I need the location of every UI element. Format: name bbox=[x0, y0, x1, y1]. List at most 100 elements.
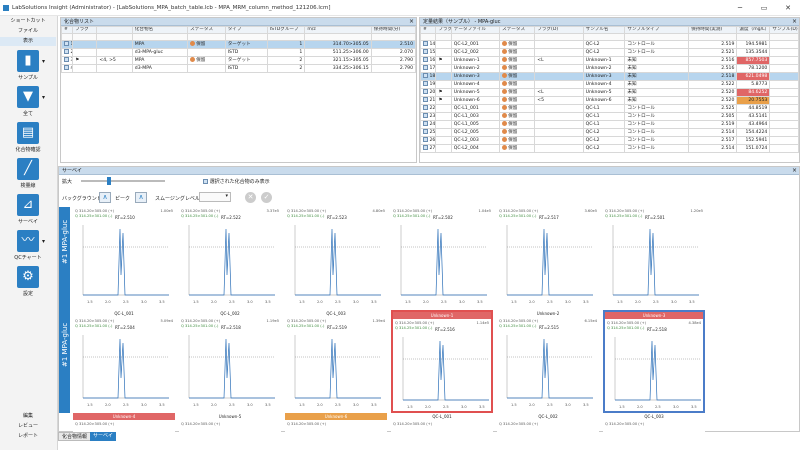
menu-shortcut[interactable]: ショートカット bbox=[10, 18, 46, 24]
filter-cell[interactable] bbox=[450, 33, 501, 41]
show-selected-checkbox[interactable]: 選択された化合物のみ表示 bbox=[203, 178, 270, 185]
filter-cell[interactable] bbox=[304, 33, 372, 41]
filter-cell[interactable] bbox=[61, 33, 74, 41]
tool-survey[interactable]: ⊿ サーベイ bbox=[8, 194, 48, 234]
chromatogram-cell[interactable]: Unknown-6 Q 314.20>305.00 (+) bbox=[285, 413, 387, 433]
checkbox-icon[interactable] bbox=[423, 97, 428, 102]
checkbox-icon[interactable] bbox=[423, 121, 428, 126]
chromatogram-cell[interactable]: Unknown-2 Q 314.20>305.00 (+) 6.15e4 Q 314.… bbox=[497, 310, 599, 413]
close-icon[interactable]: × bbox=[791, 18, 797, 25]
chromatogram-cell[interactable]: Q 314.20>305.00 (+) 4.80e5 Q 314.25>301.00… bbox=[285, 207, 387, 310]
filter-cell[interactable] bbox=[266, 33, 306, 41]
menu-review[interactable]: レビュー bbox=[17, 423, 38, 429]
table-row[interactable]: 20 ⚑ Unknown-5 保留 <L Unknown-5 未知 2.520 84.6252 bbox=[420, 88, 799, 97]
tool-calibration[interactable]: ╱ 検量線 bbox=[8, 158, 48, 198]
minimize-button[interactable]: ─ bbox=[737, 4, 743, 12]
chromatogram-cell[interactable]: Unknown-1 Q 314.20>305.00 (+) 1.14e5 Q 314.… bbox=[391, 310, 493, 413]
chevron-down-icon[interactable]: ▾ bbox=[42, 238, 46, 245]
close-icon[interactable]: × bbox=[791, 167, 797, 174]
close-button[interactable]: ✕ bbox=[785, 4, 791, 12]
tool-filter[interactable]: ▼ 全て ▾ bbox=[8, 86, 48, 126]
checkbox-icon[interactable] bbox=[423, 129, 428, 134]
table-row[interactable]: 26 QC-L2_003 保留 QC-L2 コントロール 2.517 152.5941 bbox=[420, 136, 799, 145]
chromatogram-cell[interactable]: Q 314.20>305.00 (+) 3.60e5 Q 314.25>301.00… bbox=[497, 207, 599, 310]
checkbox-icon[interactable] bbox=[64, 49, 69, 54]
table-row[interactable]: 24 QC-L1_005 保留 QC-L1 コントロール 2.519 43.4964 bbox=[420, 120, 799, 129]
filter-cell[interactable] bbox=[224, 33, 268, 41]
zoom-slider-handle[interactable] bbox=[107, 177, 111, 185]
chromatogram-cell[interactable]: QC-L_001 Q 314.20>305.00 (+) bbox=[391, 413, 493, 433]
filter-cell[interactable] bbox=[688, 33, 738, 41]
filter-cell[interactable] bbox=[435, 33, 452, 41]
filter-cell[interactable] bbox=[72, 33, 98, 41]
filter-cell[interactable] bbox=[187, 33, 226, 41]
menu-view[interactable]: 表示 bbox=[0, 37, 56, 46]
filter-cell[interactable] bbox=[131, 33, 189, 41]
menu-edit[interactable]: 編集 bbox=[22, 413, 33, 419]
filter-cell[interactable] bbox=[769, 33, 799, 41]
table-row[interactable]: 19 Unknown-4 保留 Unknown-4 未知 2.522 5.8773 bbox=[420, 80, 799, 89]
table-row[interactable]: 21 ⚑ Unknown-6 保留 <5 Unknown-6 未知 2.520 20.7553 bbox=[420, 96, 799, 105]
tool-settings[interactable]: ⚙ 設定 bbox=[8, 266, 48, 306]
checkbox-icon[interactable] bbox=[423, 113, 428, 118]
filter-cell[interactable] bbox=[582, 33, 626, 41]
peak-toggle-icon[interactable]: ∧ bbox=[135, 192, 147, 203]
close-icon[interactable]: × bbox=[408, 18, 414, 25]
chevron-down-icon[interactable]: ▾ bbox=[42, 94, 46, 101]
chromatogram-cell[interactable]: Q 314.20>305.00 (+) 1.00e5 Q 314.25>301.00… bbox=[73, 207, 175, 310]
table-row[interactable]: 1MPA保留ターゲット1314.70>305.052.510 bbox=[61, 40, 416, 49]
checkbox-icon[interactable] bbox=[423, 105, 428, 110]
table-row[interactable]: 25 QC-L2_005 保留 QC-L2 コントロール 2.514 154.4224 bbox=[420, 128, 799, 137]
filter-cell[interactable] bbox=[534, 33, 584, 41]
table-row[interactable]: 27 QC-L2_004 保留 QC-L2 コントロール 2.514 151.0724 bbox=[420, 144, 799, 153]
chromatogram-cell[interactable]: QC-L_002 Q 314.20>305.00 (+) 1.19e5 Q 314.2… bbox=[179, 310, 281, 413]
table-row[interactable]: 14 QC-L2_001 保留 QC-L2 コントロール 2.519 194.5981 bbox=[420, 40, 799, 49]
confirm-icon[interactable]: ✓ bbox=[261, 192, 272, 203]
menu-report[interactable]: レポート bbox=[17, 433, 38, 439]
checkbox-icon[interactable] bbox=[64, 57, 69, 62]
checkbox-icon[interactable] bbox=[423, 145, 428, 150]
smoothing-select[interactable]: ▾ bbox=[199, 192, 231, 202]
table-row[interactable]: 15 QC-L2_002 保留 QC-L2 コントロール 2.521 135.3544 bbox=[420, 48, 799, 57]
filter-cell[interactable] bbox=[624, 33, 690, 41]
background-toggle-icon[interactable]: ∧ bbox=[99, 192, 111, 203]
table-row[interactable]: 23 QC-L1_003 保留 QC-L1 コントロール 2.505 43.5141 bbox=[420, 112, 799, 121]
checkbox-icon[interactable] bbox=[423, 137, 428, 142]
tool-sample[interactable]: ▮ サンプル ▾ bbox=[8, 50, 48, 90]
cancel-icon[interactable]: ✕ bbox=[245, 192, 256, 203]
filter-cell[interactable] bbox=[420, 33, 437, 41]
chromatogram-cell[interactable]: QC-L_003 Q 314.20>305.00 (+) 1.39e4 Q 314.2… bbox=[285, 310, 387, 413]
tool-compound-confirm[interactable]: ▤ 化合物確認 bbox=[8, 122, 48, 162]
checkbox-icon[interactable] bbox=[423, 41, 428, 46]
checkbox-icon[interactable] bbox=[64, 41, 69, 46]
chromatogram-cell[interactable]: Unknown-5 Q 314.20>305.00 (+) bbox=[179, 413, 281, 433]
chromatogram-cell[interactable]: Q 314.20>305.00 (+) 1.20e5 Q 314.25>301.00… bbox=[603, 207, 705, 310]
chromatogram-cell[interactable]: Unknown-3 Q 314.20>305.00 (+) 4.38e4 Q 314.… bbox=[603, 310, 705, 413]
tab-compound-info[interactable]: 化合物情報 bbox=[58, 432, 92, 441]
chromatogram-cell[interactable]: QC-L_001 Q 314.20>305.00 (+) 5.09e4 Q 314.2… bbox=[73, 310, 175, 413]
menu-file[interactable]: ファイル bbox=[17, 28, 38, 34]
tab-survey[interactable]: サーベイ bbox=[90, 432, 117, 441]
checkbox-icon[interactable] bbox=[423, 65, 428, 70]
table-row[interactable]: 17 Unknown-2 保留 Unknown-2 未知 2.516 78.1200 bbox=[420, 64, 799, 73]
checkbox-icon[interactable] bbox=[423, 73, 428, 78]
table-row[interactable]: 16 ⚑ Unknown-1 保留 <L Unknown-1 未知 2.516 857.7503 bbox=[420, 56, 799, 65]
table-row[interactable]: 18 Unknown-3 保留 Unknown-3 未知 2.518 621.0498 bbox=[420, 72, 799, 81]
chromatogram-cell[interactable]: Q 314.20>305.00 (+) 1.04e5 Q 314.25>301.00… bbox=[391, 207, 493, 310]
chromatogram-cell[interactable]: QC-L_003 Q 314.20>305.00 (+) bbox=[603, 413, 705, 433]
tool-qc-chart[interactable]: 〰 QCチャート ▾ bbox=[8, 230, 48, 270]
filter-cell[interactable] bbox=[370, 33, 416, 41]
chromatogram-cell[interactable]: Q 314.20>305.00 (+) 3.37e5 Q 314.25>301.00… bbox=[179, 207, 281, 310]
chromatogram-cell[interactable]: Unknown-4 Q 314.20>305.00 (+) bbox=[73, 413, 175, 433]
table-row[interactable]: 22 QC-L1_001 保留 QC-L1 コントロール 2.525 44.8519 bbox=[420, 104, 799, 113]
filter-cell[interactable] bbox=[96, 33, 133, 41]
maximize-button[interactable]: ▭ bbox=[760, 4, 768, 12]
checkbox-icon[interactable] bbox=[423, 89, 428, 94]
chromatogram-cell[interactable]: QC-L_002 Q 314.20>305.00 (+) bbox=[497, 413, 599, 433]
checkbox-icon[interactable] bbox=[423, 57, 428, 62]
checkbox-icon[interactable] bbox=[64, 65, 69, 70]
zoom-slider[interactable] bbox=[81, 180, 165, 182]
checkbox-icon[interactable] bbox=[423, 49, 428, 54]
